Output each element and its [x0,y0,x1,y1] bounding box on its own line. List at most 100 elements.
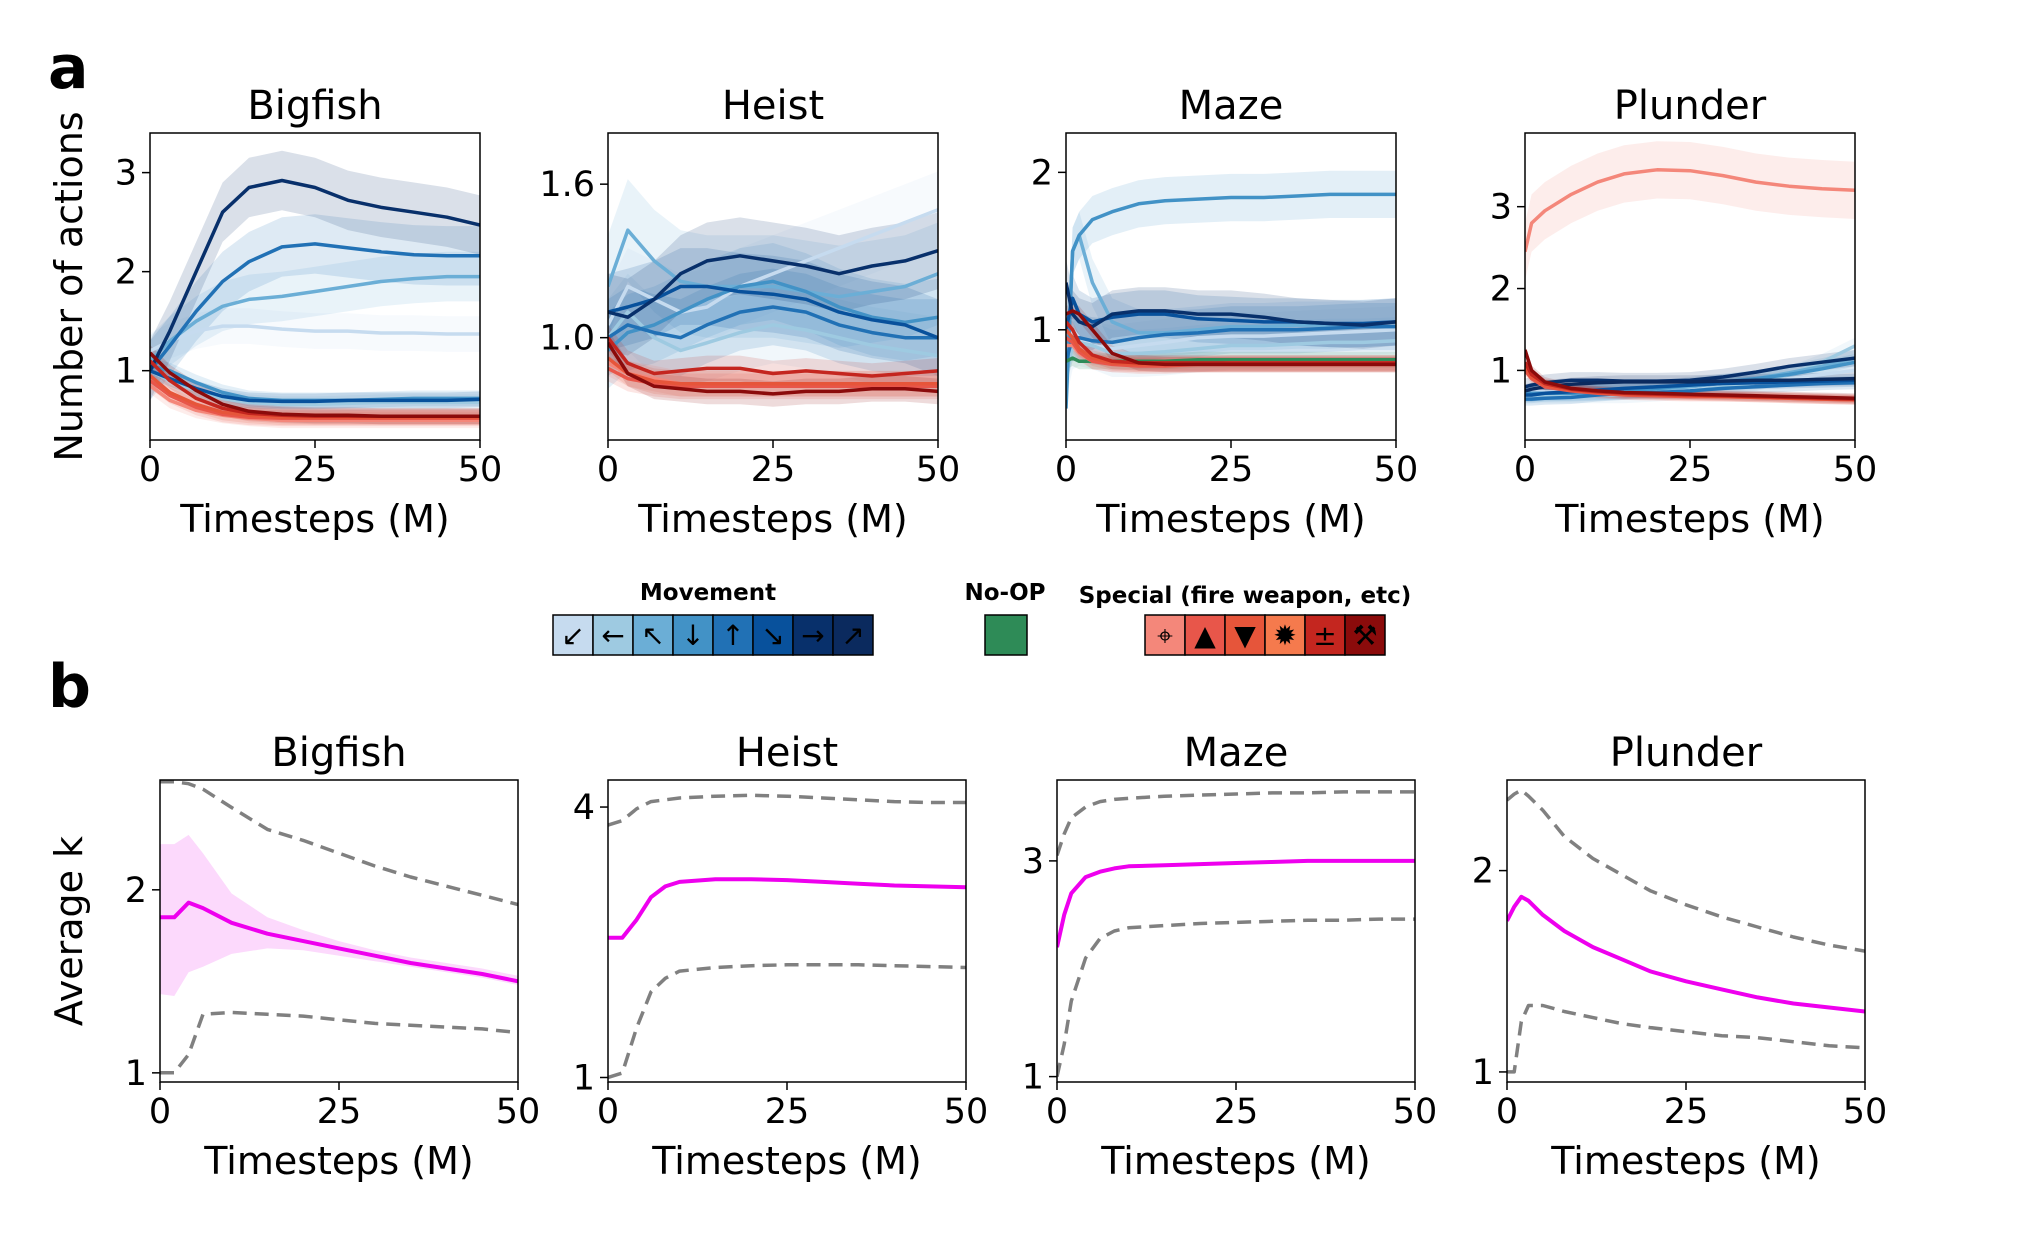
plot-area-a-bigfish [150,150,480,429]
series-line-b-bigfish-2 [160,1010,518,1075]
band-a-heist-1 [608,273,938,394]
series-line-a-heist-1 [608,310,938,358]
charts-container: Bigfish 0 25 50 1 2 3 Timesteps (M) Number of ac… [47,83,1887,1183]
y-tick-label-b-heist-0: 1 [573,1058,595,1098]
legend-movement-swatch-6 [792,614,834,656]
y-tick-label-b-maze-0: 1 [1022,1058,1044,1098]
x-axis-label-a-maze: Timesteps (M) [1095,497,1366,541]
series-line-a-bigfish-6 [150,178,480,372]
band-a-heist-3 [608,243,938,389]
y-tick-label-a-maze-1: 2 [1031,153,1053,193]
legend-noop: No-OP [964,580,1046,656]
band-a-heist-0 [608,171,938,364]
chart-title-a-bigfish: Bigfish [247,83,382,129]
chart-b-heist: Heist 0 25 50 1 4 Timesteps (M) [573,730,989,1183]
x-axis-label-b-plunder: Timesteps (M) [1550,1139,1821,1183]
band-a-heist-10 [608,324,938,389]
series-line-b-heist-0 [608,877,966,940]
series-line-a-heist-9 [608,356,938,386]
y-tick-label-a-heist-1: 1.6 [539,165,595,205]
plot-area-b-bigfish [160,780,518,1075]
y-tick-label-b-bigfish-0: 1 [125,1054,147,1094]
series-line-a-heist-6 [608,249,938,319]
y-tick-label-b-heist-1: 4 [573,788,595,828]
series-line-a-bigfish-4 [150,242,480,372]
series-line-a-heist-11 [608,341,938,396]
y-tick-label-b-bigfish-1: 2 [125,871,147,911]
x-tick-label-a-bigfish-1: 25 [293,450,338,490]
band-a-bigfish-4 [150,214,480,401]
y-tick-label-a-heist-0: 1.0 [539,319,595,359]
legend-movement-glyph-3: ↓ [681,619,704,652]
legend-noop-title: No-OP [964,580,1045,606]
legend-movement-glyph-4: ↑ [721,619,744,652]
y-tick-label-a-plunder-1: 2 [1490,270,1512,310]
legend-movement-glyph-7: ↗ [841,619,864,652]
x-tick-label-b-bigfish-1: 25 [317,1092,362,1132]
series-line-a-bigfish-2 [150,274,480,363]
x-tick-label-a-plunder-1: 25 [1668,450,1713,490]
chart-a-plunder: Plunder 0 25 50 1 2 3 Timesteps (M) [1490,83,1878,541]
series-line-a-heist-4 [608,305,938,340]
band-a-bigfish-6 [150,150,480,401]
x-axis-label-a-bigfish: Timesteps (M) [179,497,450,541]
x-tick-label-a-bigfish-2: 50 [458,450,503,490]
x-tick-label-b-maze-2: 50 [1393,1092,1438,1132]
x-tick-label-b-maze-0: 0 [1046,1092,1068,1132]
x-tick-label-b-heist-0: 0 [597,1092,619,1132]
band-b-bigfish-0 [160,834,518,996]
band-a-heist-5 [608,248,938,376]
band-a-bigfish-0 [150,308,480,369]
legend-movement-glyph-6: → [801,619,824,652]
y-tick-label-a-bigfish-2: 3 [115,154,137,194]
x-tick-label-b-bigfish-0: 0 [149,1092,171,1132]
x-tick-label-b-plunder-0: 0 [1496,1092,1518,1132]
series-line-b-maze-1 [1057,790,1415,857]
x-axis-label-b-maze: Timesteps (M) [1100,1139,1371,1183]
band-a-plunder-1 [1525,337,1855,404]
x-tick-label-a-heist-1: 25 [751,450,796,490]
chart-title-a-heist: Heist [722,83,824,129]
plot-area-a-maze [1066,170,1396,433]
legend-special-swatch-0 [1144,614,1186,656]
x-tick-label-a-maze-2: 50 [1374,450,1419,490]
chart-title-a-plunder: Plunder [1614,83,1767,129]
chart-title-a-maze: Maze [1179,83,1284,129]
legend-special-swatch-4 [1304,614,1346,656]
plot-area-b-maze [1057,790,1415,1077]
legend-special-glyph-4: ± [1313,619,1336,652]
series-line-a-maze-7 [1066,356,1396,364]
x-tick-label-b-heist-2: 50 [944,1092,989,1132]
legend-special-glyph-1: ▲ [1194,619,1216,652]
chart-title-b-heist: Heist [736,730,838,776]
series-line-a-heist-2 [608,228,938,299]
series-line-b-plunder-1 [1507,788,1865,953]
y-tick-label-b-plunder-1: 2 [1472,852,1494,892]
legend-special-glyph-5: ⚒ [1352,619,1377,652]
y-tick-label-a-maze-0: 1 [1031,311,1053,351]
x-tick-label-b-bigfish-2: 50 [496,1092,541,1132]
legend-special-glyph-2: ▼ [1234,619,1256,652]
plot-area-a-plunder [1525,141,1855,406]
chart-title-b-plunder: Plunder [1610,730,1763,776]
x-tick-label-b-heist-1: 25 [765,1092,810,1132]
x-tick-label-b-plunder-2: 50 [1843,1092,1888,1132]
series-line-b-plunder-2 [1507,1003,1865,1074]
x-tick-label-a-maze-0: 0 [1055,450,1077,490]
x-tick-label-a-heist-0: 0 [597,450,619,490]
chart-a-bigfish: Bigfish 0 25 50 1 2 3 Timesteps (M) Number of ac… [47,83,502,541]
series-line-a-bigfish-0 [150,324,480,353]
axes-frame-b-plunder [1506,779,1866,1083]
legend-movement-glyph-0: ↙ [561,619,584,652]
series-line-b-heist-2 [608,963,966,1080]
y-tick-label-b-plunder-0: 1 [1472,1053,1494,1093]
series-line-b-maze-2 [1057,917,1415,1077]
x-tick-label-a-heist-2: 50 [916,450,961,490]
chart-b-bigfish: Bigfish 0 25 50 1 2 Timesteps (M) Average k [47,730,540,1183]
legend-movement-swatch-5 [752,614,794,656]
y-axis-label-b-bigfish: Average k [47,836,91,1026]
legend-special-title: Special (fire weapon, etc) [1079,583,1412,609]
y-tick-label-a-plunder-0: 1 [1490,351,1512,391]
band-a-plunder-8 [1525,141,1855,281]
band-a-heist-6 [608,212,938,356]
